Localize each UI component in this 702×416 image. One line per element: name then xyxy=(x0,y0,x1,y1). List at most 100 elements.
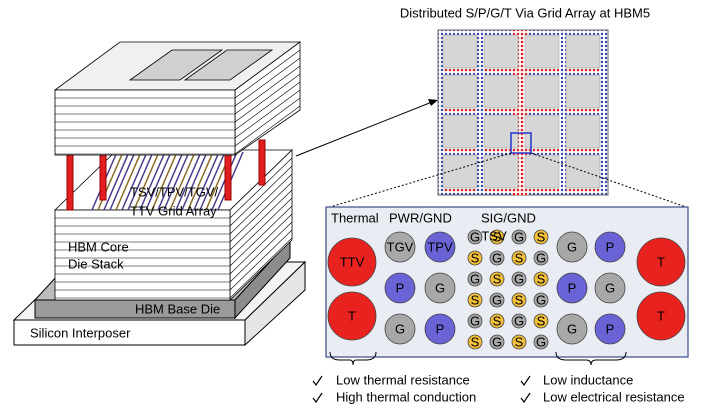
top-stack xyxy=(53,41,302,156)
layer-line xyxy=(234,81,301,131)
via-circle xyxy=(424,231,456,263)
zoom-panel xyxy=(325,206,689,358)
layer-line xyxy=(234,73,301,123)
via-circle xyxy=(384,313,416,345)
via-label: TGV xyxy=(387,239,414,254)
via-label: G xyxy=(514,313,524,328)
grid-cell xyxy=(565,154,601,189)
grid-cell xyxy=(524,74,560,109)
grid-cell xyxy=(442,114,478,149)
via-label: S xyxy=(537,229,546,244)
via-array xyxy=(66,139,266,211)
via-label: S xyxy=(471,292,480,307)
grid-cell xyxy=(483,34,519,69)
via-circle xyxy=(489,271,505,287)
red-dot-row xyxy=(525,69,559,72)
benefit: Low inductance xyxy=(543,372,633,387)
via-circle xyxy=(511,334,527,350)
via-label: TPV xyxy=(427,239,453,254)
layer-line xyxy=(229,173,293,235)
via-label: P xyxy=(436,321,445,336)
via-label: S xyxy=(493,271,502,286)
via-label: P xyxy=(606,239,615,254)
via-circle xyxy=(636,291,686,341)
via-circle xyxy=(489,229,505,245)
via-circle xyxy=(594,231,626,263)
via-circle xyxy=(467,250,483,266)
layer-line xyxy=(229,213,293,275)
via-label: T xyxy=(657,254,665,269)
via-label: S xyxy=(493,229,502,244)
layer-line xyxy=(234,49,301,99)
via-circle xyxy=(384,231,416,263)
layer-line xyxy=(229,181,293,243)
via xyxy=(103,151,130,211)
check-icon xyxy=(520,392,531,404)
check-icon xyxy=(520,375,531,387)
via xyxy=(139,151,166,211)
zoom-line xyxy=(329,152,512,208)
check-icon xyxy=(312,375,323,387)
bracket xyxy=(329,351,377,366)
via-label: T xyxy=(657,308,665,323)
via-label: S xyxy=(515,292,524,307)
grid-cell xyxy=(442,34,478,69)
red-dot-row xyxy=(484,189,518,192)
via-label: S xyxy=(493,313,502,328)
via xyxy=(187,151,214,211)
via-label: G xyxy=(536,334,546,349)
zoom-line xyxy=(530,152,687,208)
red-dot-row xyxy=(443,189,477,192)
via-label: G xyxy=(536,292,546,307)
via-label: S xyxy=(537,271,546,286)
group-header: PWR/GND xyxy=(389,210,452,225)
tsv-note: TSV xyxy=(481,228,507,243)
layer-line xyxy=(234,105,301,155)
red-dot-row xyxy=(443,149,477,152)
red-dot-row xyxy=(525,189,559,192)
benefit: Low thermal resistance xyxy=(336,372,470,387)
grid-cell xyxy=(565,114,601,149)
red-dot-row xyxy=(566,69,600,72)
core-label: Die Stack xyxy=(68,256,124,271)
layer-line xyxy=(229,189,293,251)
grid-cell xyxy=(442,74,478,109)
layer-line xyxy=(229,157,293,219)
grid-cell xyxy=(524,34,560,69)
via-circle xyxy=(556,313,588,345)
via-circle xyxy=(424,272,456,304)
via-label: G xyxy=(536,250,546,265)
via-label: G xyxy=(567,239,577,254)
layer-line xyxy=(229,205,293,267)
red-dot-row xyxy=(525,149,559,152)
via-label: TTV Grid Array xyxy=(130,203,217,218)
layer-line xyxy=(229,165,293,227)
via-label: S xyxy=(515,250,524,265)
via xyxy=(151,151,178,211)
red-dot-row xyxy=(525,109,559,112)
group-header: SIG/GND xyxy=(481,210,536,225)
via-circle xyxy=(533,271,549,287)
via xyxy=(175,151,202,211)
red-dot-row xyxy=(484,69,518,72)
via-circle xyxy=(594,272,626,304)
layer-line xyxy=(229,237,293,299)
layer-line xyxy=(234,89,301,139)
grid-cell xyxy=(483,114,519,149)
red-dot-row xyxy=(484,109,518,112)
via-label: G xyxy=(395,321,405,336)
via xyxy=(127,151,154,211)
via-label: G xyxy=(514,271,524,286)
grid-cell xyxy=(524,114,560,149)
grid-cell xyxy=(483,154,519,189)
via-label: G xyxy=(470,229,480,244)
red-dot-row xyxy=(443,109,477,112)
thermal-via xyxy=(224,149,232,201)
via-label: S xyxy=(515,334,524,349)
via-circle xyxy=(556,272,588,304)
layer-line xyxy=(229,197,293,259)
via xyxy=(193,151,220,211)
grid-cell xyxy=(565,34,601,69)
via-label: TSV/TPV/TGV/ xyxy=(130,184,219,199)
